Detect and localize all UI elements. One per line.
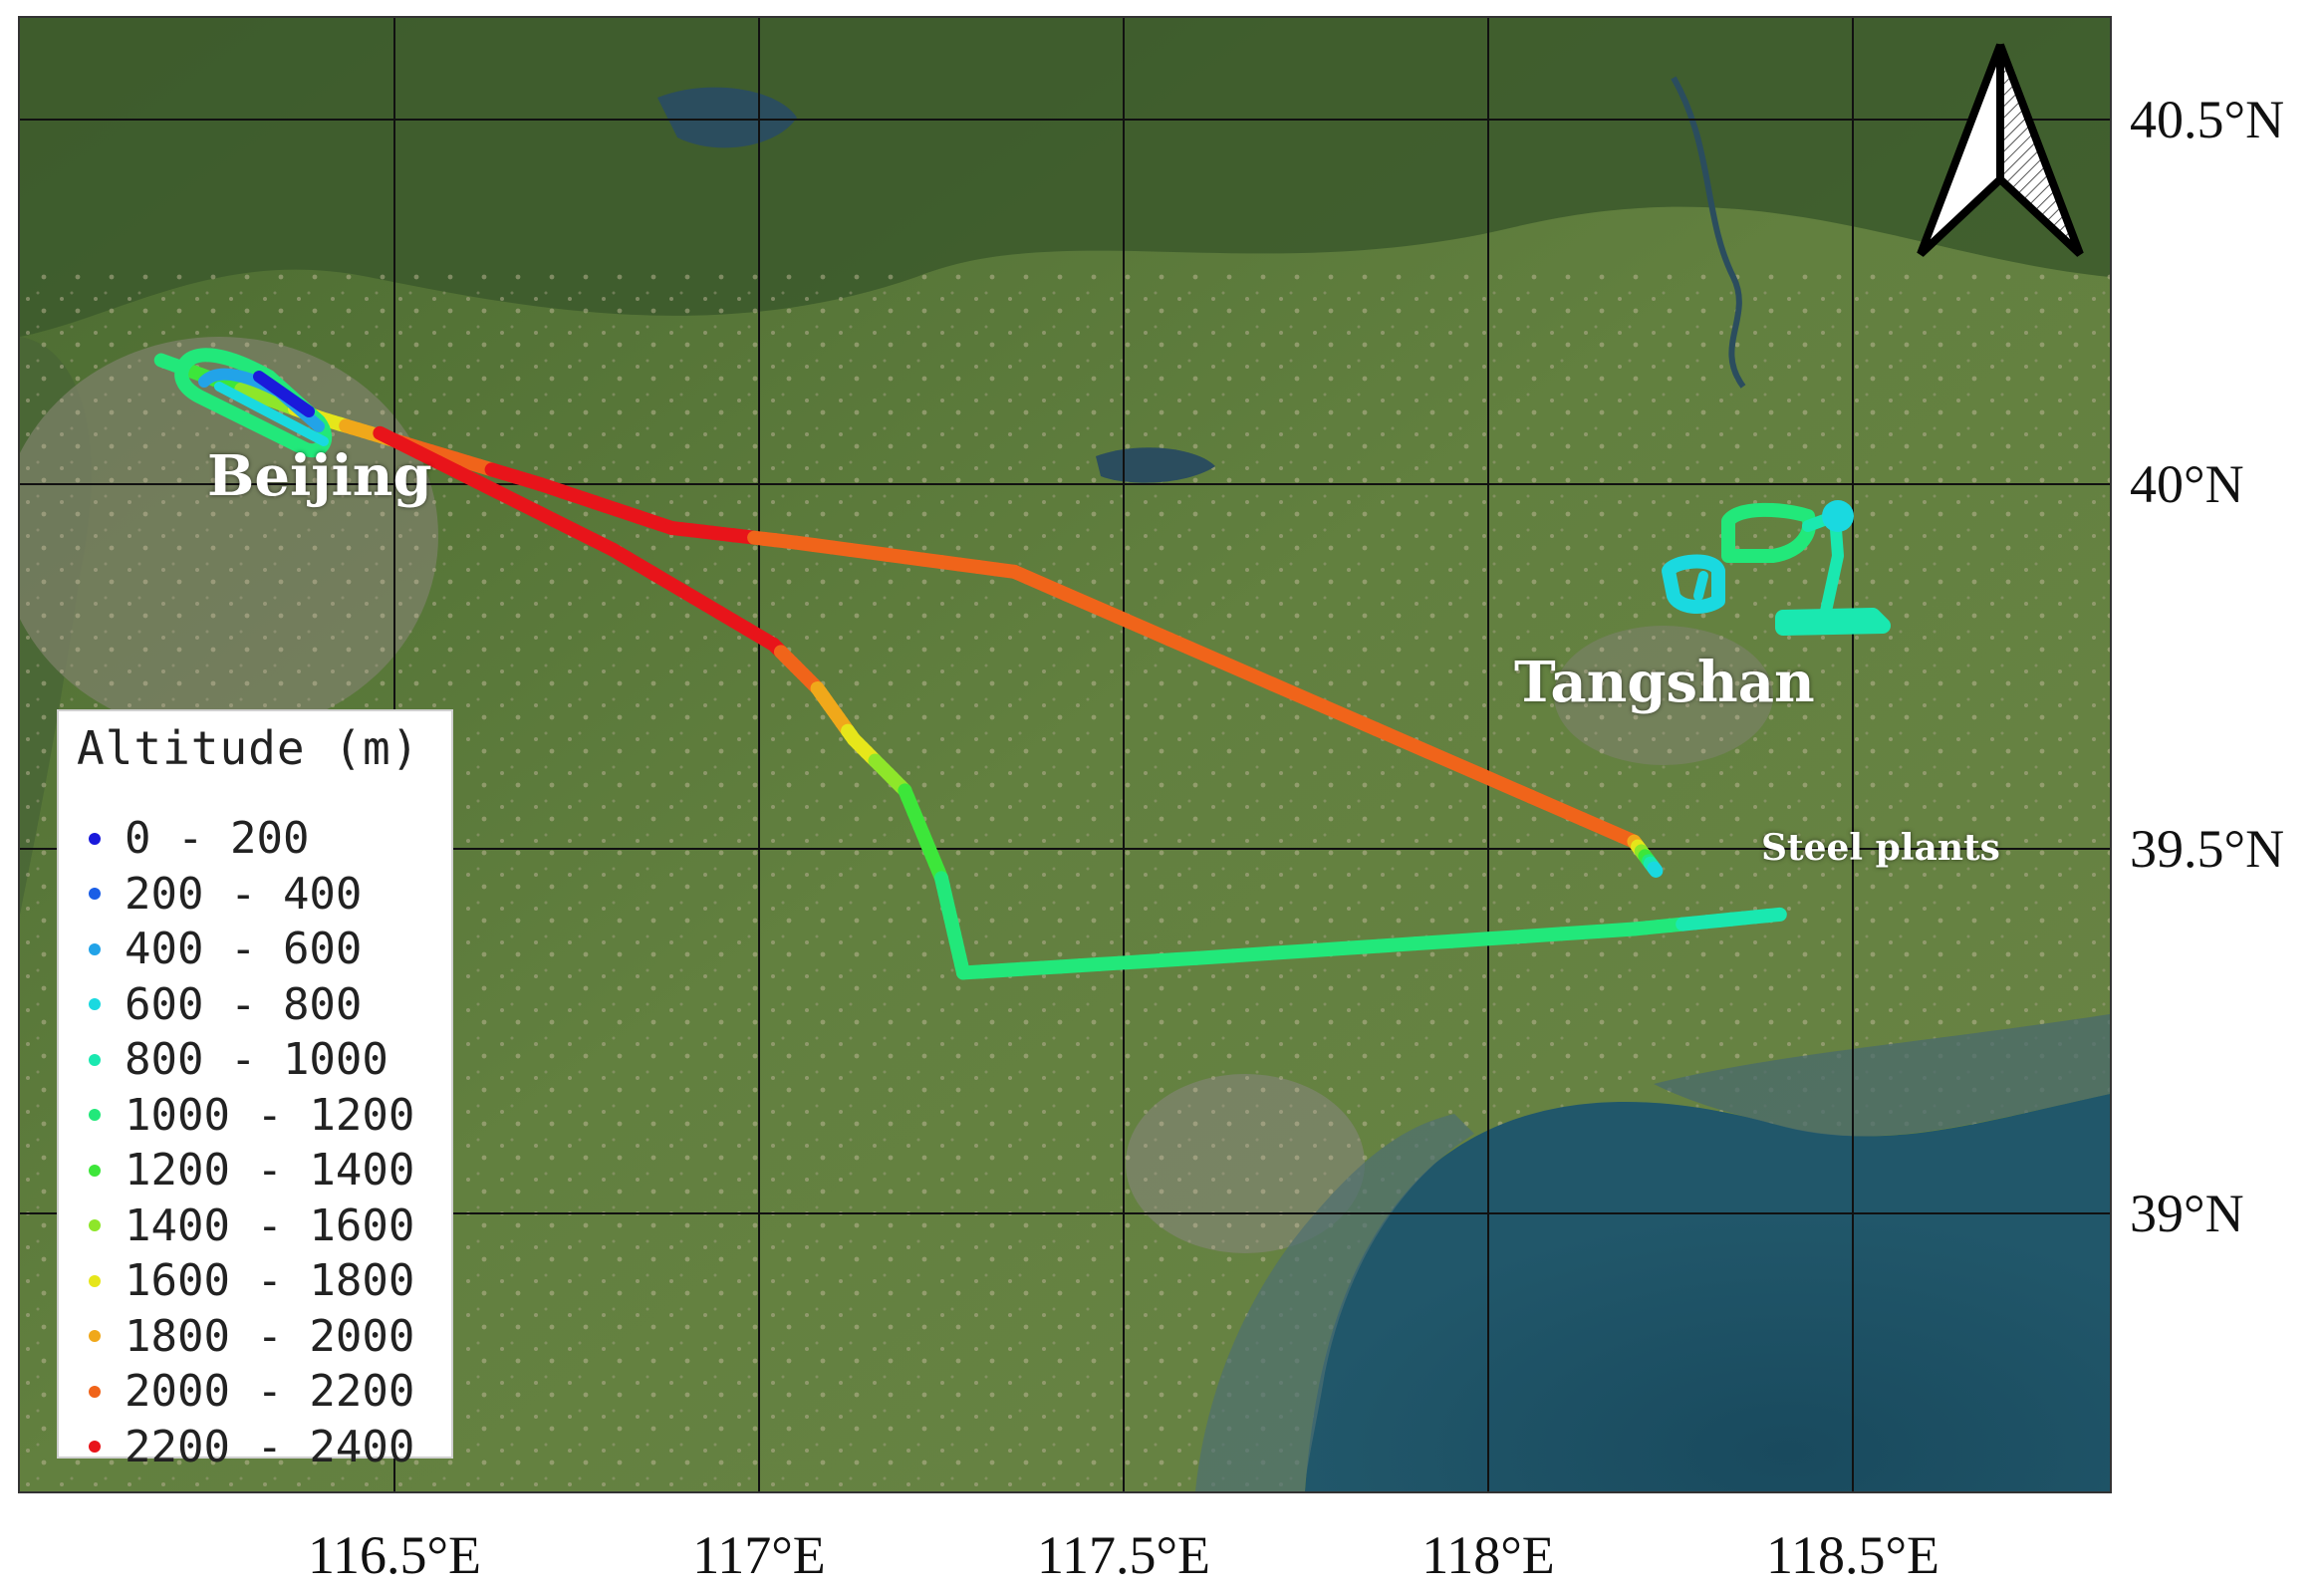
outbound-track-segment [1420, 744, 1486, 781]
legend-dot-icon [89, 1219, 101, 1231]
legend-dot-icon [89, 1330, 101, 1342]
legend-item: 600 - 800 [89, 977, 362, 1032]
legend-item: 1600 - 1800 [89, 1253, 414, 1308]
legend-item: 1400 - 1600 [89, 1198, 414, 1253]
legend-dot-icon [89, 1441, 101, 1453]
outbound-track-segment [1265, 676, 1332, 714]
label-steel-plants: Steel plants [1761, 827, 2000, 869]
steel-loop-point [1822, 500, 1854, 532]
steel-loop-south [1775, 608, 1891, 636]
steel-loop-cyan [1662, 554, 1725, 614]
legend-dot-icon [89, 1385, 101, 1398]
legend-label: 1800 - 2000 [125, 1310, 415, 1362]
legend-dot-icon [89, 1109, 101, 1121]
lon-label: 116.5°E [307, 1525, 482, 1585]
legend-dot-icon [89, 1164, 101, 1177]
outbound-track-segment [1523, 789, 1590, 827]
legend-label: 400 - 600 [125, 924, 363, 974]
legend-dot-icon [89, 832, 101, 845]
outbound-track-segment [1647, 861, 1664, 878]
legend-dot-icon [89, 888, 101, 900]
beijing-loop [174, 348, 333, 457]
legend-item: 1000 - 1200 [89, 1088, 414, 1143]
legend-label: 1200 - 1400 [125, 1145, 415, 1196]
outbound-track-segment [1575, 812, 1642, 849]
lon-label: 118°E [1421, 1525, 1555, 1585]
legend-item: 0 - 200 [89, 811, 309, 866]
eastern-salt-pans [1654, 1014, 2110, 1137]
legend-label: 1600 - 1800 [125, 1255, 415, 1306]
north-arrow-icon [1917, 43, 2084, 257]
legend-item: 1200 - 1400 [89, 1143, 414, 1197]
outbound-track-segment [1213, 655, 1280, 691]
lon-label: 117°E [692, 1525, 826, 1585]
outbound-track-segment [1317, 699, 1384, 736]
beijing-loop-cyan [214, 382, 329, 446]
legend-label: 0 - 200 [125, 813, 310, 864]
legend-title: Altitude (m) [77, 721, 420, 775]
legend-item: 2000 - 2200 [89, 1364, 414, 1419]
legend-label: 1000 - 1200 [125, 1089, 415, 1141]
flight-track [153, 353, 1787, 980]
legend-label: 600 - 800 [125, 978, 363, 1030]
outbound-track-segment [1471, 766, 1538, 804]
outbound-track-segment [1369, 721, 1434, 759]
outbound-track-segment [1110, 609, 1176, 647]
legend-label: 800 - 1000 [125, 1034, 388, 1085]
return-track-segment [1760, 907, 1787, 924]
northern-mountains [20, 18, 2110, 337]
outbound-track-segment [1162, 632, 1228, 669]
miyun-reservoir [657, 87, 797, 148]
legend-item: 2200 - 2400 [89, 1420, 414, 1474]
legend-item: 800 - 1000 [89, 1032, 388, 1087]
legend-dot-icon [89, 998, 101, 1010]
lat-label: 39°N [2130, 1184, 2244, 1243]
lat-label: 40°N [2130, 454, 2244, 514]
legend-label: 2200 - 2400 [125, 1421, 415, 1472]
outbound-track-segment [1059, 587, 1125, 624]
lon-label: 118.5°E [1765, 1525, 1940, 1585]
legend-label: 1400 - 1600 [125, 1199, 415, 1251]
legend-dot-icon [89, 1274, 101, 1287]
legend-item: 400 - 600 [89, 922, 362, 976]
steel-plant-loops [1662, 500, 1891, 636]
legend-dot-icon [89, 1053, 101, 1066]
steel-loop-cyan-inner [1693, 571, 1708, 601]
lat-label: 39.5°N [2130, 819, 2285, 879]
legend-dot-icon [89, 942, 101, 955]
coastal-salt-pans [1195, 1114, 1474, 1491]
label-beijing: Beijing [207, 443, 432, 509]
lon-label: 117.5°E [1036, 1525, 1211, 1585]
altitude-legend: Altitude (m) 0 - 200 200 - 400 400 - 600 60… [57, 709, 453, 1472]
label-tangshan: Tangshan [1514, 650, 1815, 715]
legend-label: 2000 - 2200 [125, 1366, 415, 1417]
outbound-track-segment [1007, 564, 1074, 602]
steel-loop-green [1721, 502, 1817, 563]
bohai-sea [1305, 1094, 2110, 1491]
steel-loop-connector [1802, 510, 1844, 622]
river [1671, 76, 1746, 389]
lat-label: 40.5°N [2130, 90, 2285, 149]
legend-label: 200 - 400 [125, 868, 363, 920]
legend-item: 200 - 400 [89, 867, 362, 922]
beijing-loop-core [253, 371, 315, 417]
legend-item: 1800 - 2000 [89, 1309, 414, 1364]
yuqiao-reservoir [1096, 447, 1215, 483]
